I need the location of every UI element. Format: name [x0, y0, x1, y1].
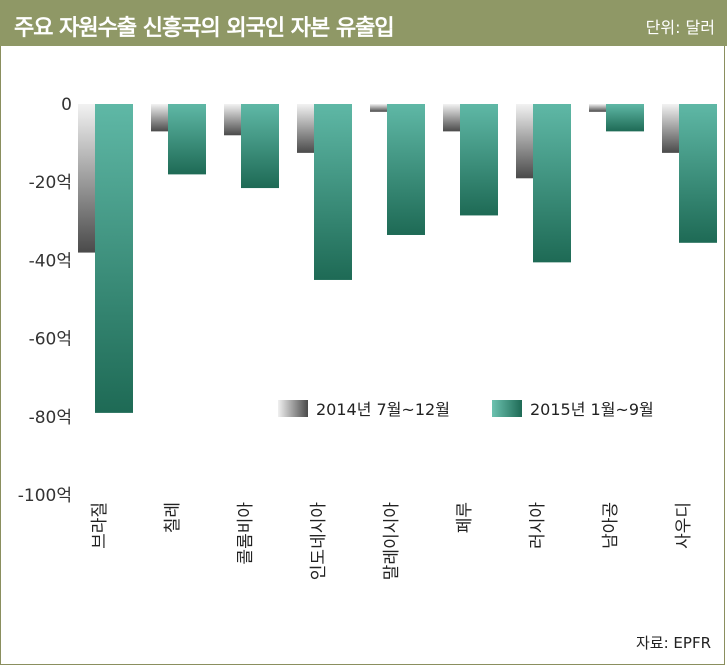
bar-series-2015-1 [168, 104, 206, 175]
chart-header: 주요 자원수출 신흥국의 외국인 자본 유출입 단위: 달러 [0, 0, 727, 46]
y-tick-label: -40억 [29, 251, 72, 271]
bar-series-2015-6 [533, 104, 571, 263]
x-tick-label: 인도네시아 [309, 502, 329, 581]
bar-series-2015-5 [460, 104, 498, 216]
y-tick-label: -60억 [29, 330, 72, 350]
x-tick-label: 칠레 [163, 502, 183, 533]
unit-label: 단위: 달러 [645, 18, 715, 37]
x-tick-label: 남아공 [601, 502, 621, 549]
bar-series-2015-8 [679, 104, 717, 243]
x-tick-label: 브라질 [90, 502, 110, 549]
x-tick-label: 콜롬비아 [236, 502, 256, 565]
x-tick-label: 페루 [455, 502, 475, 533]
y-tick-label: 0 [61, 95, 72, 115]
legend-label-0: 2014년 7월~12월 [316, 400, 450, 419]
y-tick-label: -80억 [29, 408, 72, 428]
y-tick-label: -20억 [29, 173, 72, 193]
bar-series-2015-4 [387, 104, 425, 235]
x-tick-label: 러시아 [528, 502, 548, 549]
bar-series-2015-2 [241, 104, 279, 189]
legend-swatch-1 [492, 400, 522, 417]
x-tick-label: 말레이시아 [382, 502, 402, 581]
legend-label-1: 2015년 1월~9월 [530, 400, 654, 419]
source-note: 자료: EPFR [636, 634, 711, 652]
x-tick-label: 사우디 [674, 502, 694, 549]
bar-series-2015-0 [95, 104, 133, 413]
legend-swatch-0 [278, 400, 308, 417]
chart-title: 주요 자원수출 신흥국의 외국인 자본 유출입 [14, 16, 395, 41]
bar-series-2015-7 [606, 104, 644, 132]
y-tick-label: -100억 [18, 486, 72, 506]
bar-series-2015-3 [314, 104, 352, 280]
